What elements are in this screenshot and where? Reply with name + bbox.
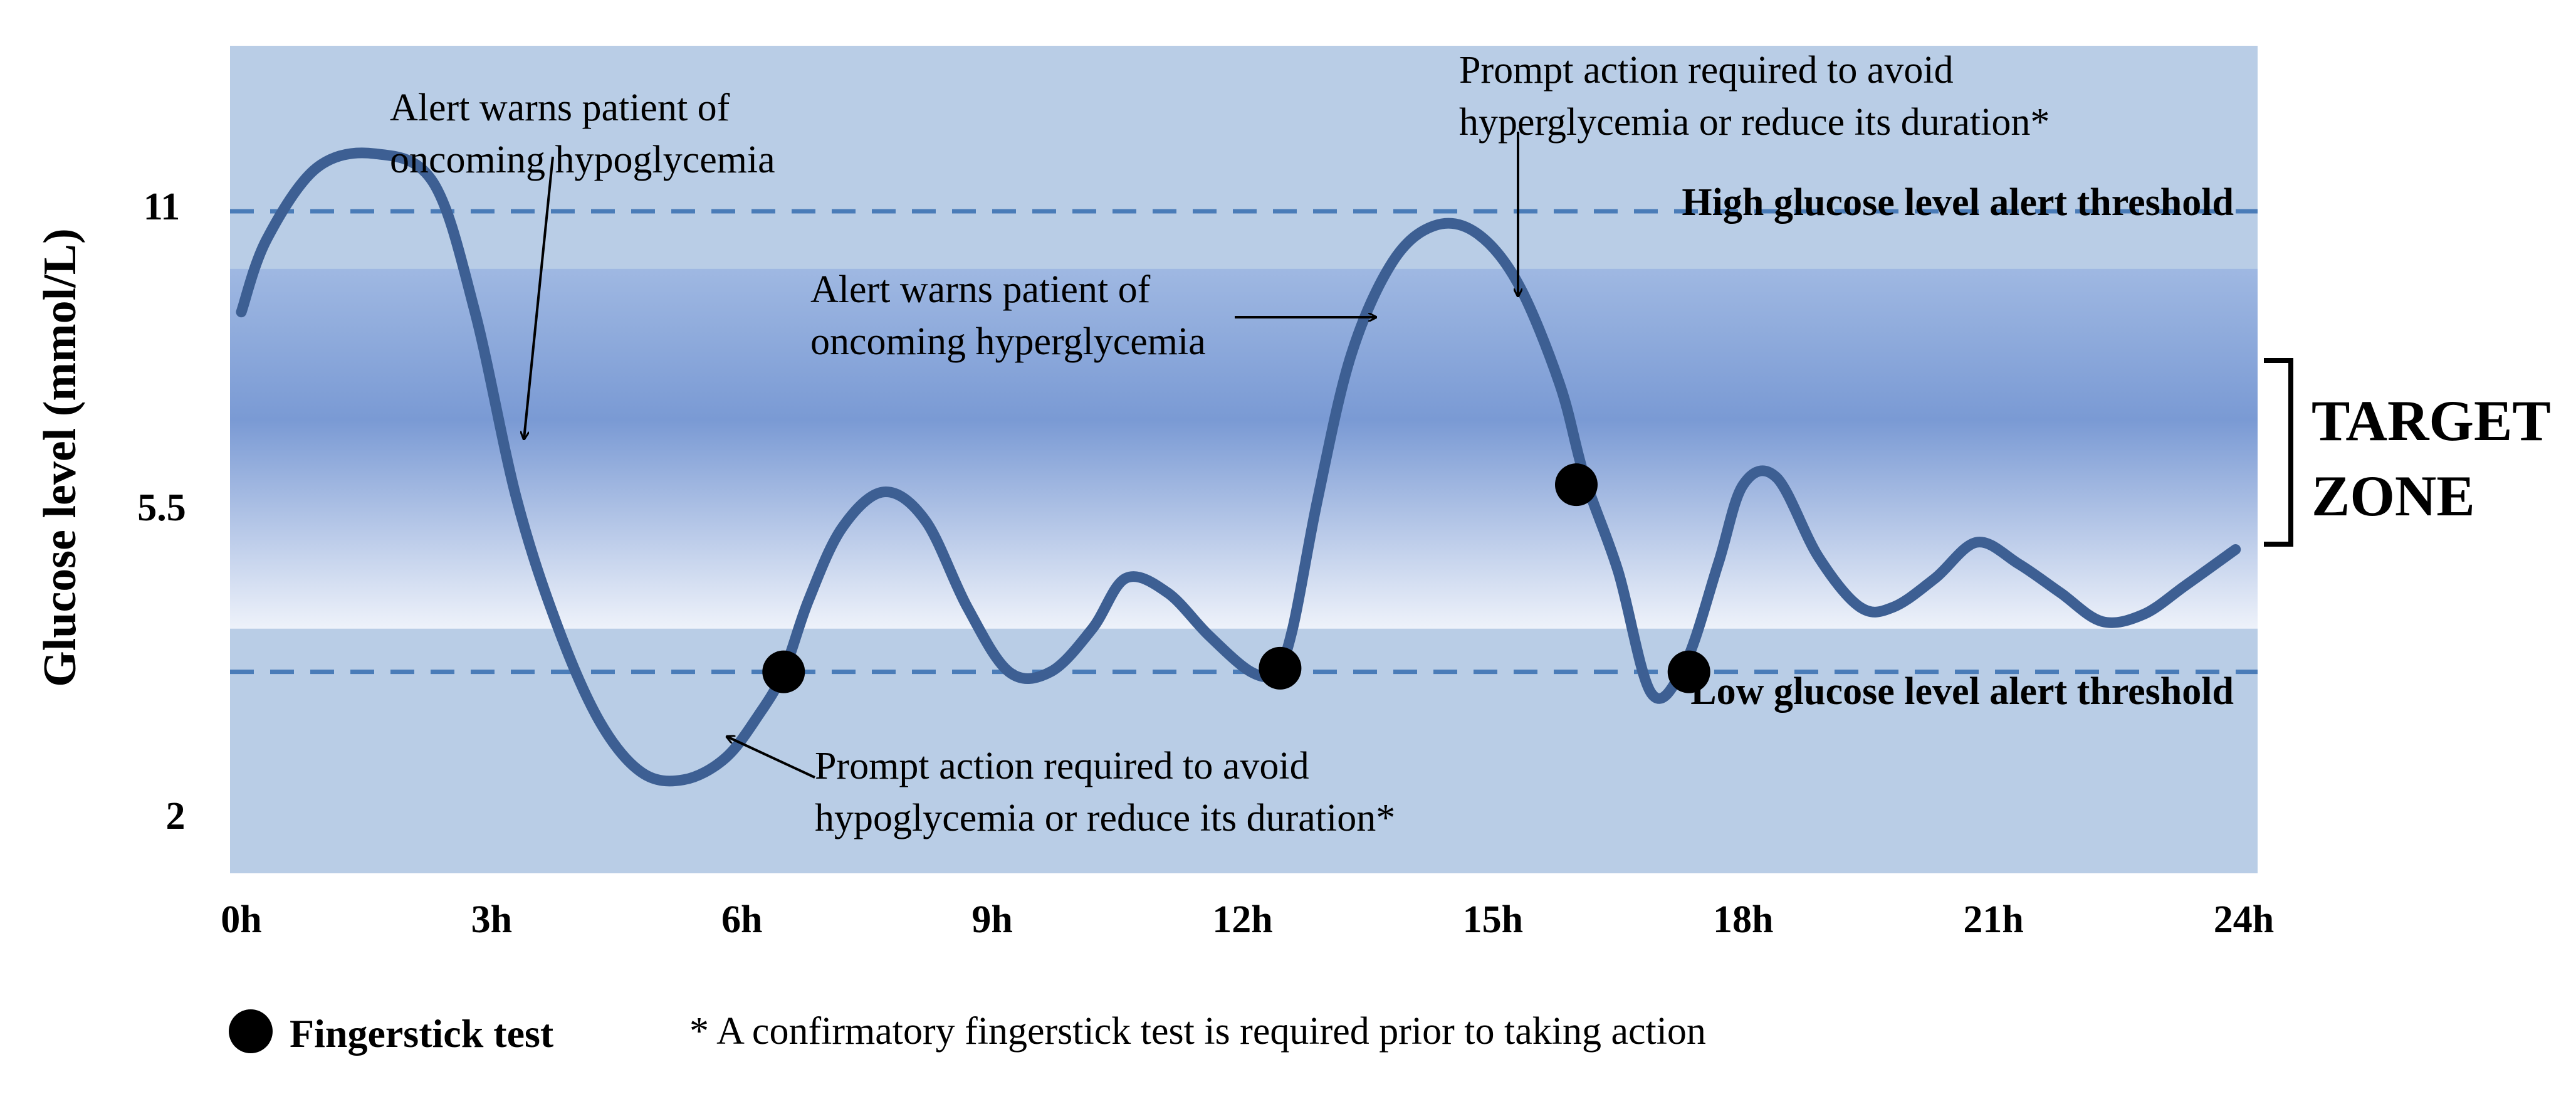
x-tick-3h: 3h [471,898,512,941]
legend-marker-label: Fingerstick test [290,1011,554,1056]
annotation-arrows [524,132,1518,779]
y-tick-2: 2 [166,795,186,838]
y-tick-11: 11 [144,186,181,228]
arrow-hypo-action [727,737,815,779]
high-threshold-label: High glucose level alert threshold [1682,181,2234,224]
target-zone-label-line2: ZONE [2312,464,2475,528]
fingerstick-marker-3 [1555,463,1598,507]
annotation-hyper-action: Prompt action required to avoid hypergly… [1459,49,2050,144]
x-tick-12h: 12h [1212,898,1272,941]
x-tick-9h: 9h [971,898,1012,941]
x-tick-24h: 24h [2214,898,2274,941]
fingerstick-marker-2 [1259,646,1302,690]
annotation-hyper-alert: Alert warns patient of oncoming hypergly… [810,268,1206,363]
fingerstick-marker-1 [762,650,805,693]
y-tick-5.5: 5.5 [137,486,186,529]
annotation-hypo-action: Prompt action required to avoid hypoglyc… [815,745,1395,839]
target-zone-bracket [2264,358,2293,547]
footnote: * A confirmatory fingerstick test is req… [689,1010,1706,1053]
x-tick-21h: 21h [1963,898,2023,941]
arrow-hypo-alert [524,156,554,439]
x-tick-18h: 18h [1713,898,1773,941]
annotation-hypo-alert: Alert warns patient of oncoming hypoglyc… [390,87,775,181]
target-zone-band [230,268,2258,629]
low-threshold-label: Low glucose level alert threshold [1690,670,2234,713]
legend-marker-icon [229,1009,273,1053]
x-tick-15h: 15h [1463,898,1523,941]
y-axis-label: Glucose level (mmol/L) [34,228,86,687]
x-tick-6h: 6h [721,898,762,941]
x-tick-0h: 0h [221,898,261,941]
target-zone-label-line1: TARGET [2312,389,2551,453]
fingerstick-markers [762,463,1710,693]
fingerstick-marker-4 [1667,650,1710,693]
x-axis-ticks: 0h 3h 6h 9h 12h 15h 18h 21h 24h [221,898,2274,941]
